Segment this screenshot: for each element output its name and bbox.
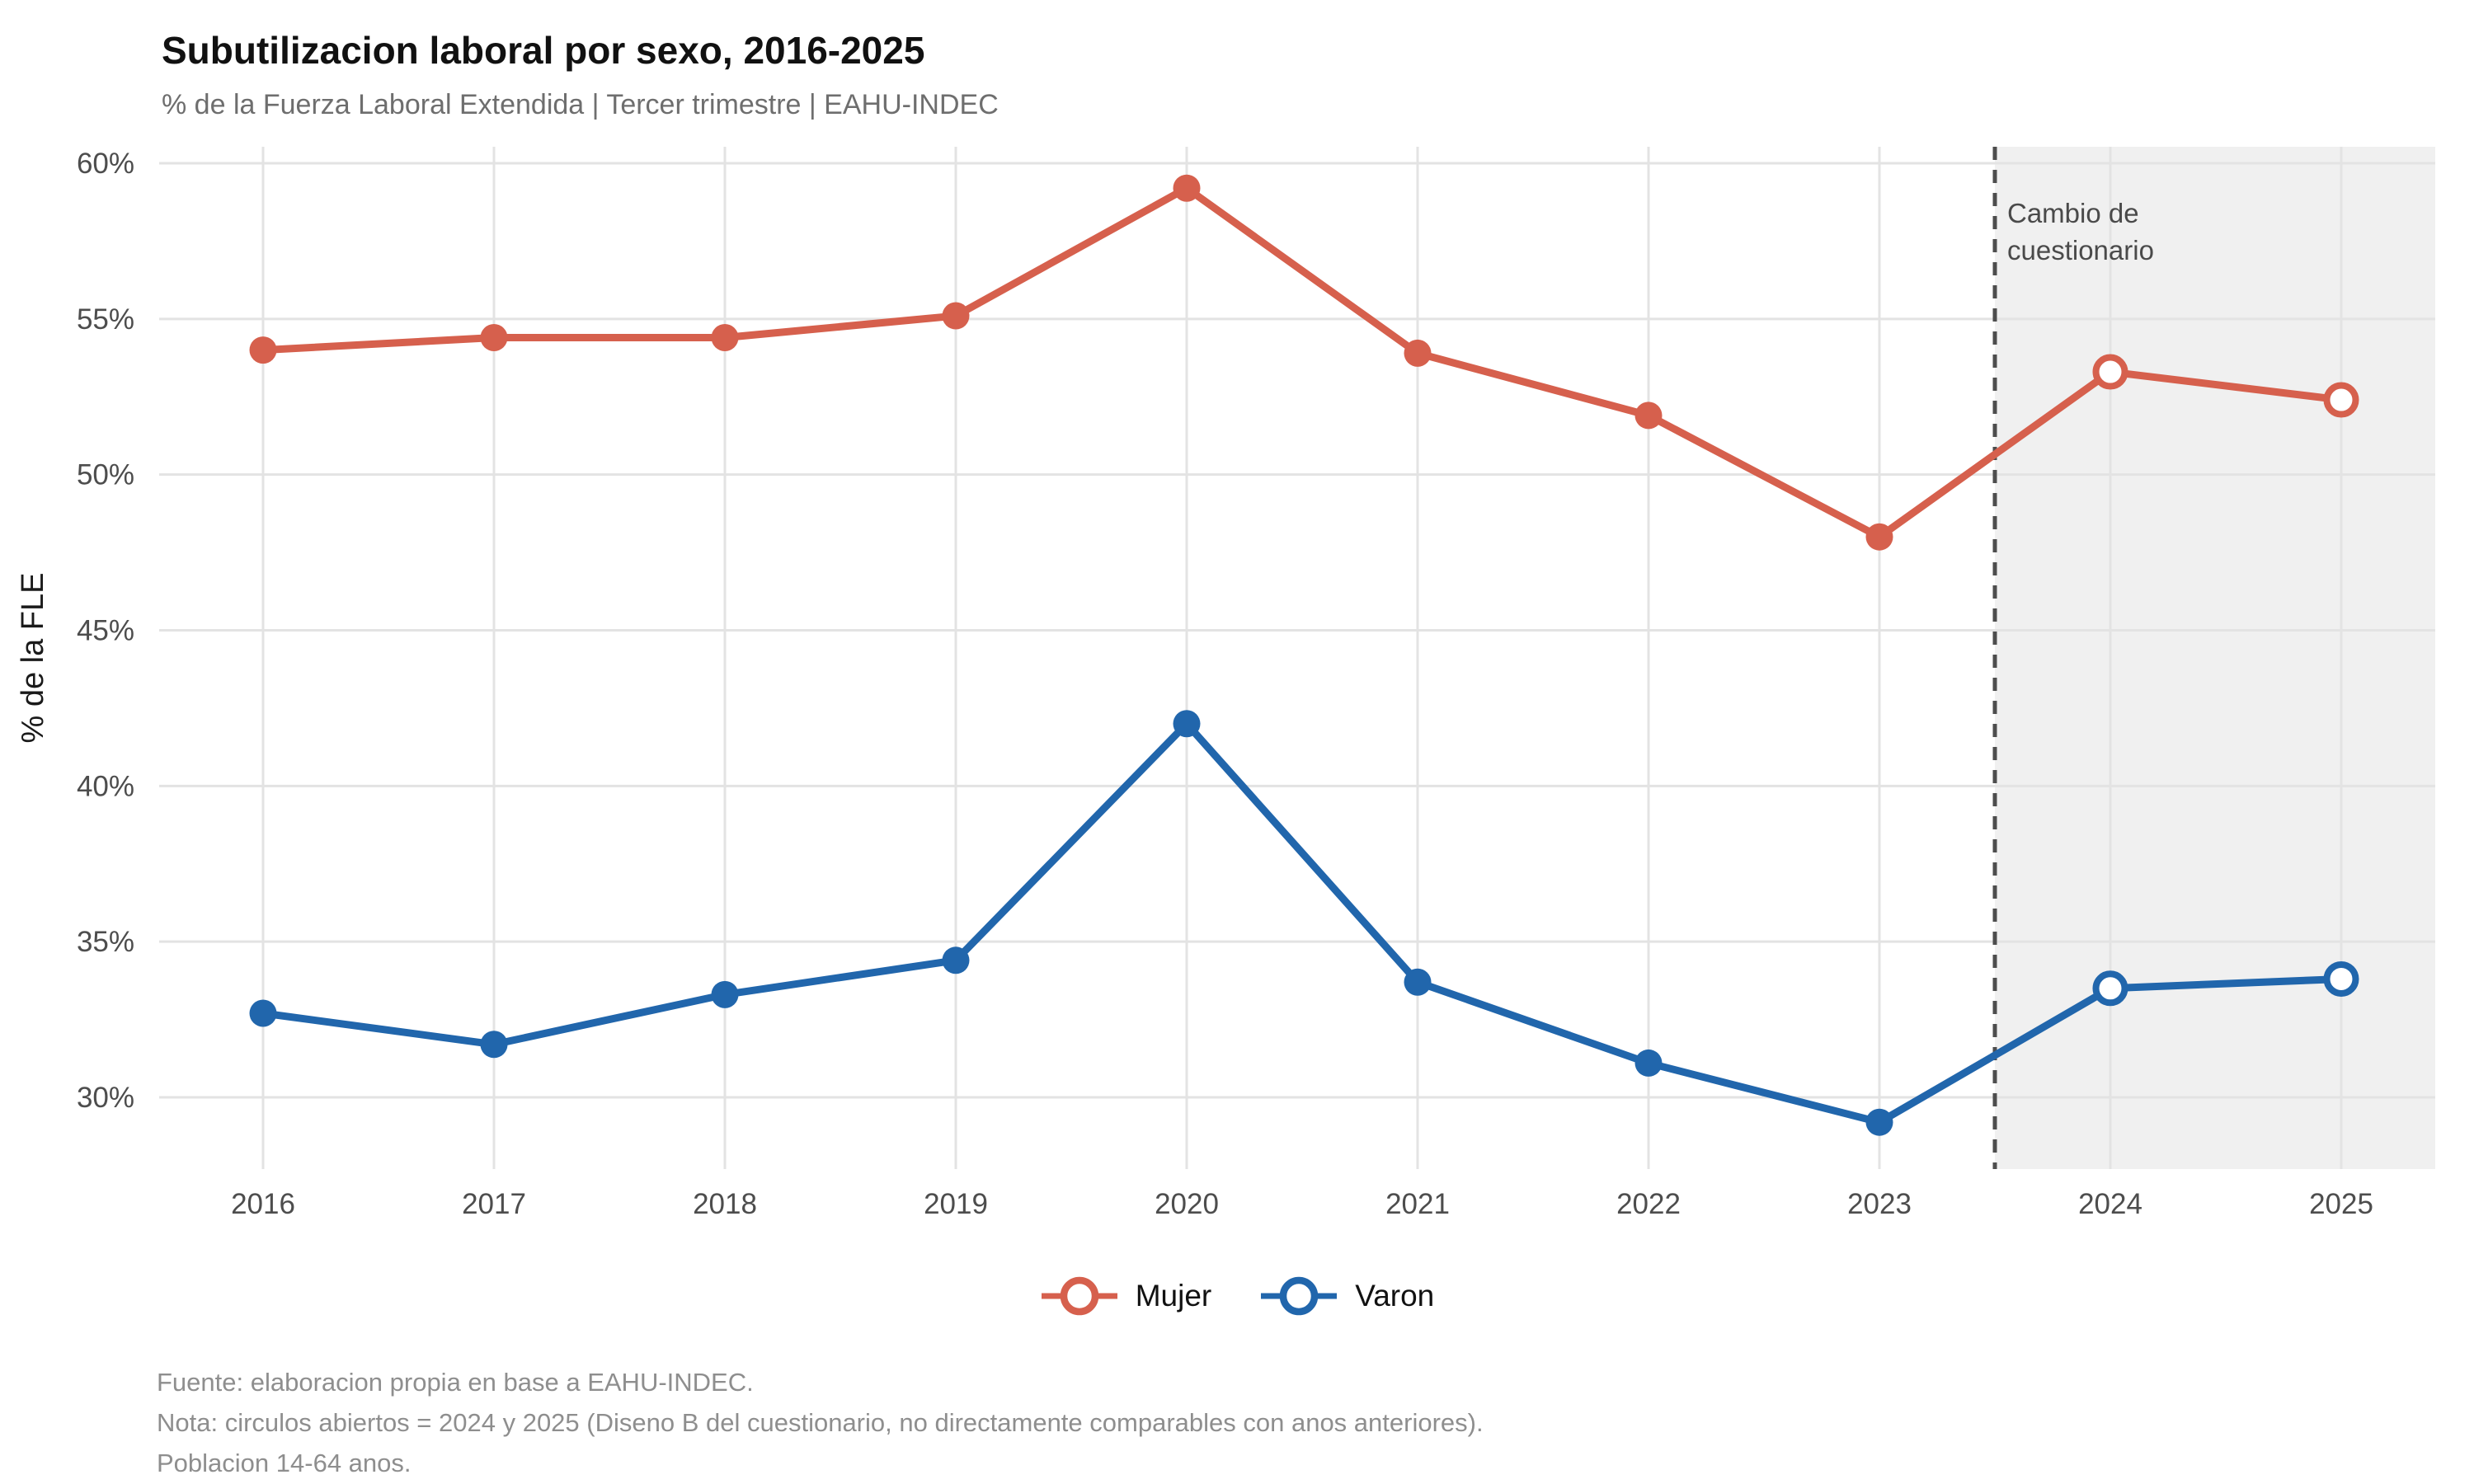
y-tick-label: 40% — [77, 770, 134, 802]
footer-source-line: Fuente: elaboracion propia en base a EAH… — [157, 1368, 754, 1397]
data-point-mujer-2020 — [1173, 174, 1201, 202]
x-tick-label: 2023 — [1847, 1188, 1912, 1220]
legend-key-varon-icon — [1261, 1276, 1338, 1316]
x-tick-label: 2025 — [2309, 1188, 2373, 1220]
series-line-varon — [259, 720, 2345, 1126]
footer-notes: Fuente: elaboracion propia en base a EAH… — [157, 1362, 1484, 1483]
data-point-varon-2021 — [1404, 968, 1432, 996]
legend-item-varon: Varon — [1259, 1270, 1434, 1322]
x-tick-label: 2016 — [231, 1188, 295, 1220]
data-point-mujer-2023 — [1865, 523, 1893, 551]
series-line-mujer — [259, 184, 2345, 541]
chart-subtitle: % de la Fuerza Laboral Extendida | Terce… — [162, 89, 999, 120]
data-point-varon-2018 — [711, 980, 739, 1008]
legend-key-mujer-icon — [1041, 1276, 1117, 1316]
shaded-region — [1995, 147, 2435, 1169]
footer-population-line: Poblacion 14-64 anos. — [157, 1449, 412, 1477]
y-tick-label: 50% — [77, 459, 134, 491]
y-tick-label: 60% — [77, 148, 134, 180]
data-point-mujer-2016 — [249, 336, 277, 364]
shaded-region-label-line2: cuestionario — [2007, 235, 2154, 265]
x-tick-label: 2024 — [2078, 1188, 2142, 1220]
data-point-mujer-2021 — [1404, 339, 1432, 367]
data-point-varon-2016 — [249, 999, 277, 1027]
y-tick-label: 55% — [77, 303, 134, 336]
x-tick-label: 2019 — [924, 1188, 988, 1220]
data-point-varon-2017 — [480, 1031, 508, 1059]
y-axis-title: % de la FLE — [16, 573, 50, 744]
x-tick-label: 2020 — [1155, 1188, 1219, 1220]
data-point-mujer-2019 — [942, 302, 970, 330]
y-tick-label: 35% — [77, 926, 134, 958]
data-point-mujer-2018 — [711, 323, 739, 351]
x-tick-label: 2017 — [462, 1188, 526, 1220]
x-tick-label: 2018 — [693, 1188, 757, 1220]
shaded-region-label: Cambio de cuestionario — [2007, 195, 2154, 269]
legend: Mujer Varon — [0, 1270, 2474, 1322]
data-point-mujer-2025 — [2323, 382, 2359, 418]
data-point-mujer-2024 — [2092, 354, 2128, 390]
legend-label-varon: Varon — [1355, 1279, 1435, 1313]
data-point-mujer-2017 — [480, 323, 508, 351]
footer-note-line: Nota: circulos abiertos = 2024 y 2025 (D… — [157, 1408, 1484, 1437]
data-point-varon-2020 — [1173, 710, 1201, 738]
data-point-varon-2023 — [1865, 1108, 1893, 1136]
data-point-varon-2025 — [2323, 960, 2359, 997]
legend-item-mujer: Mujer — [1040, 1270, 1212, 1322]
legend-label-mujer: Mujer — [1135, 1279, 1212, 1313]
chart-title: Subutilizacion laboral por sexo, 2016-20… — [162, 29, 925, 72]
data-point-mujer-2022 — [1634, 402, 1663, 430]
shaded-region-label-line1: Cambio de — [2007, 198, 2139, 228]
data-point-varon-2022 — [1634, 1049, 1663, 1077]
y-tick-label: 30% — [77, 1082, 134, 1114]
x-tick-label: 2021 — [1385, 1188, 1450, 1220]
x-tick-label: 2022 — [1616, 1188, 1681, 1220]
data-point-varon-2024 — [2092, 970, 2128, 1007]
y-tick-label: 45% — [77, 614, 134, 646]
data-point-varon-2019 — [942, 946, 970, 974]
